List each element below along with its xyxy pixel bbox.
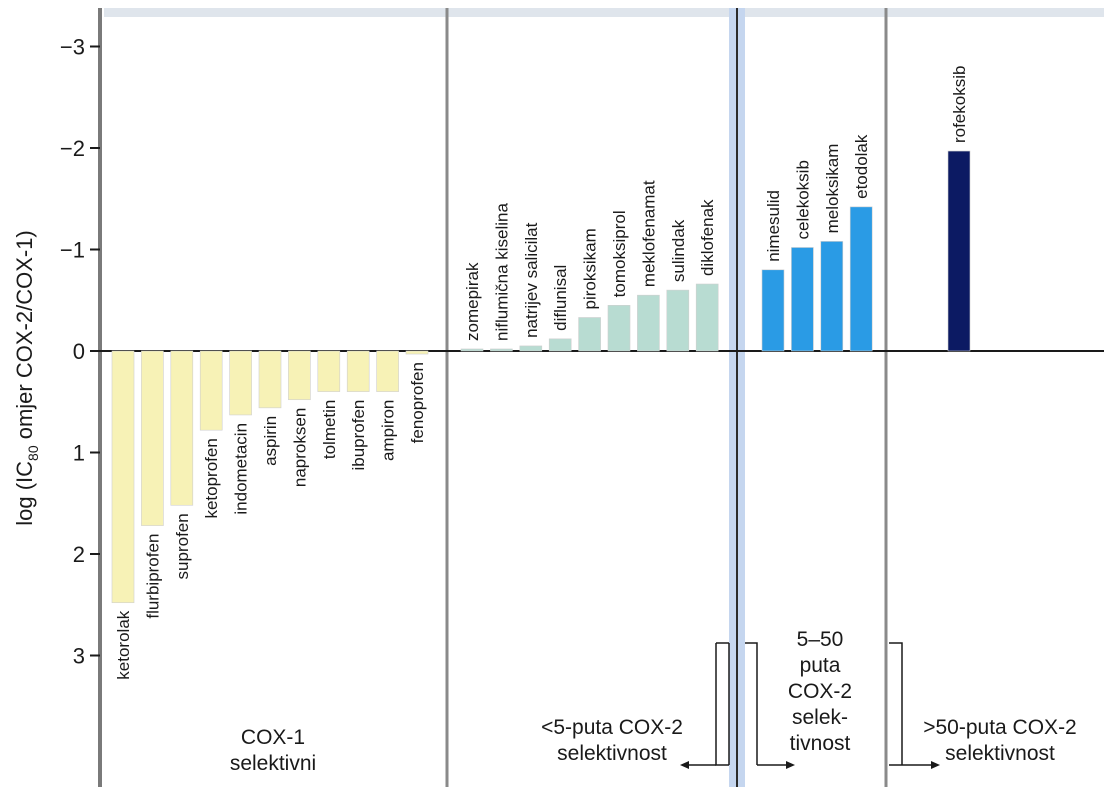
bar [346,350,370,392]
bar-label: flurbiprofen [143,534,162,619]
bar-label: meloksikam [823,144,842,234]
bar [695,283,719,352]
bar-label: tomoksiprol [610,210,629,297]
bar [820,241,844,352]
bar-label: indometacin [232,423,251,515]
y-tick-label: −3 [60,35,85,60]
group-label-line: tivnost [790,732,851,755]
bar-label: diflunisal [551,265,570,331]
bar [376,350,399,392]
bar-label: ketorolak [114,610,133,679]
bar-label: meklofenamat [639,180,658,287]
bar [849,206,873,352]
group-label-line: <5-puta COX-2 [541,716,683,739]
bracket-left [715,643,729,766]
bar [170,350,194,506]
bar-label: sulindak [669,219,688,282]
bar [666,289,690,352]
bar [548,338,572,352]
bracket-far-right [889,642,903,765]
group-label-line: >50-puta COX-2 [923,716,1077,739]
bar-label: celekoksib [793,160,812,239]
bar-label: suprofen [173,513,192,579]
bar [317,350,341,392]
bar [111,350,135,604]
group-label-line: selektivnost [557,742,667,765]
y-tick-label: 2 [73,542,85,567]
group-label-line: selektivnost [945,742,1055,765]
bar-label: fenoprofen [408,362,427,443]
bar [405,350,429,355]
y-axis: −3 −2 −1 0 1 2 3 [60,35,100,669]
bar [607,305,631,352]
bar-label: ibuprofen [349,400,368,471]
bar [229,350,252,416]
y-tick-label: 3 [73,644,85,669]
bar-label: niflumična kiselina [492,202,511,340]
group-label-line: selektivni [230,752,316,775]
y-tick-label: −1 [60,238,85,263]
bar [519,345,543,352]
y-tick-label: 1 [73,441,85,466]
bar [288,350,311,401]
bar [460,348,484,352]
bar-label: nimesulid [764,190,783,262]
arrow-right-head [786,761,795,769]
bar-label: ampiron [379,400,398,461]
group-label-line: puta [800,654,841,677]
group-label-line: COX-2 [788,680,852,703]
bar [637,294,660,352]
bar [258,350,282,409]
bar [578,317,601,352]
group-label-line: selek- [792,706,848,729]
arrow-far-right-head [931,761,940,769]
bar-label: ketoprofen [202,438,221,518]
bar-label: zomepirak [463,262,482,341]
bars: ketorolak flurbiprofen suprofen ketoprofen i… [111,66,971,680]
bar-label: tolmetin [320,400,339,460]
bar-label: naproksen [290,408,309,487]
top-band [104,8,1104,17]
y-axis-title: log (IC80 omjer COX-2/COX-1) [12,230,41,526]
bar-label: rofekoksib [950,66,969,143]
y-tick-label: 0 [73,339,85,364]
bar-label: aspirin [261,416,280,466]
bar [490,348,513,352]
bar [791,247,814,352]
bar-label: etodolak [852,134,871,199]
group-labels: COX-1 selektivni <5-puta COX-2 selektivnost… [230,628,1077,775]
bar-label: natrijev salicilat [522,222,541,338]
group-label-line: 5–50 [797,628,844,651]
y-tick-label: −2 [60,136,85,161]
bar [141,350,164,526]
bracket-right [745,642,758,765]
arrow-left-head [680,761,689,769]
bar-label: piroksikam [581,228,600,309]
bar [947,150,971,352]
chart-frame [98,8,1104,787]
group-label-line: COX-1 [241,726,305,749]
bar-label: diklofenak [698,199,717,276]
bar [761,269,785,352]
bar [199,350,223,431]
